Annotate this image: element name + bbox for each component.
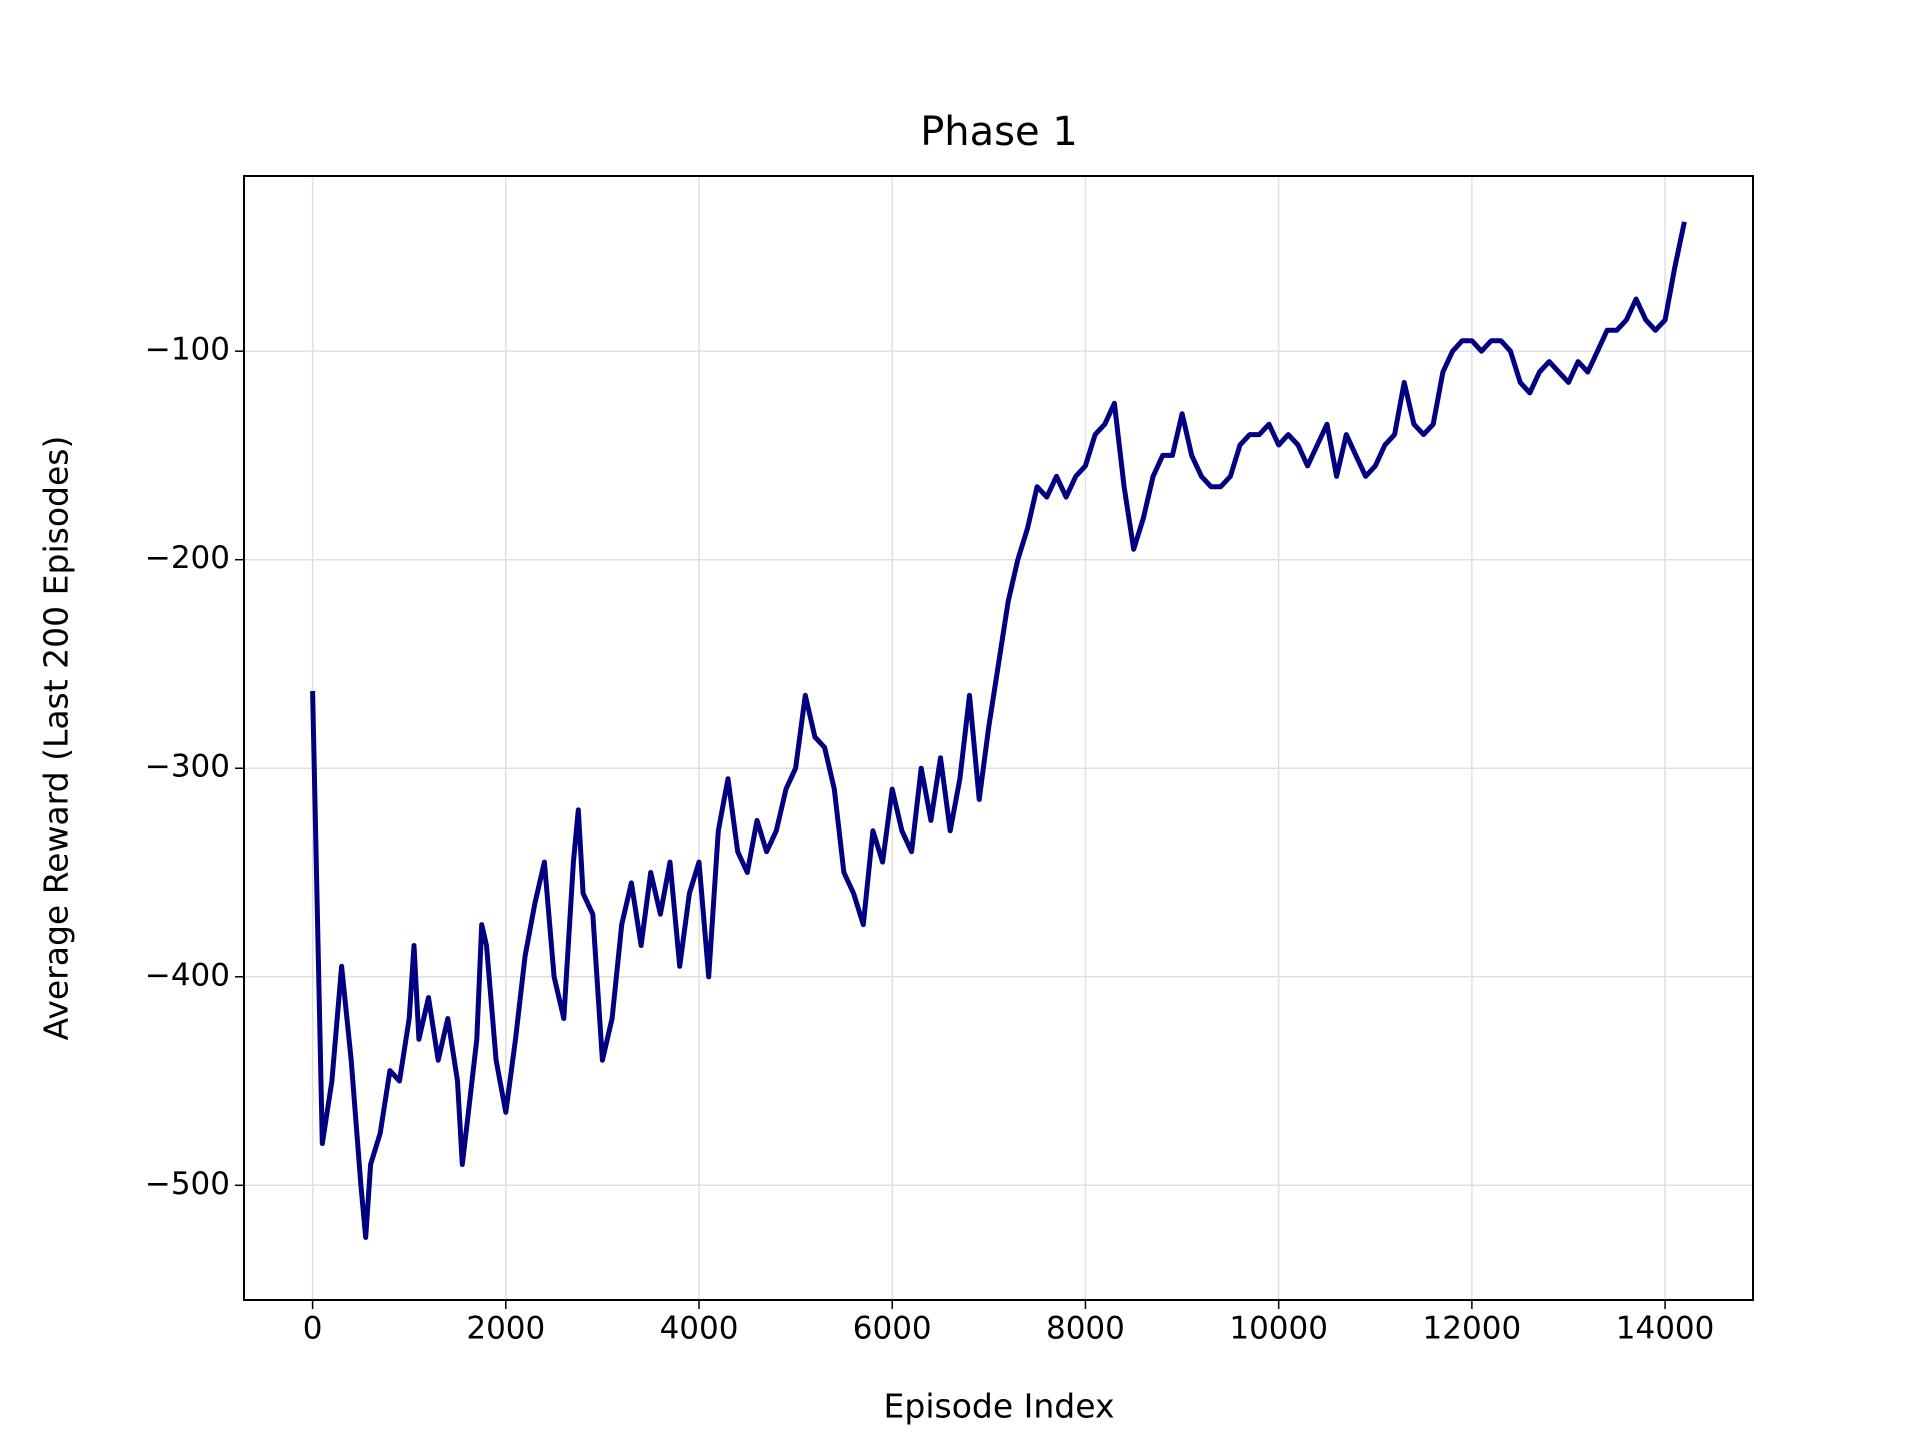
line xyxy=(310,221,1687,1240)
y-tick-label: −100 xyxy=(145,332,230,368)
x-tick-label: 8000 xyxy=(1046,1311,1125,1347)
x-tick-label: 12000 xyxy=(1423,1311,1522,1347)
x-tick-label: 2000 xyxy=(466,1311,545,1347)
x-tick-label: 6000 xyxy=(853,1311,932,1347)
plot-frame xyxy=(243,175,1754,1301)
x-tick-label: 14000 xyxy=(1616,1311,1715,1347)
y-tick-label: −500 xyxy=(145,1166,230,1202)
chart-title: Phase 1 xyxy=(920,109,1078,155)
y-tick-label: −400 xyxy=(145,957,230,993)
x-tick-label: 10000 xyxy=(1229,1311,1328,1347)
x-tick-label: 0 xyxy=(303,1311,323,1347)
y-axis-label: Average Reward (Last 200 Episodes) xyxy=(37,436,76,1041)
y-tick-label: −200 xyxy=(145,540,230,576)
x-tick-label: 4000 xyxy=(660,1311,739,1347)
y-tick-label: −300 xyxy=(145,749,230,785)
x-axis-label: Episode Index xyxy=(884,1387,1115,1426)
